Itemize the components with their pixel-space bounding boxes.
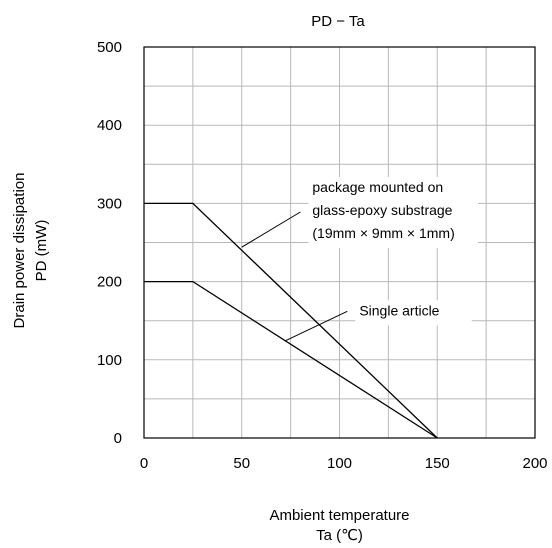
annotation-text: Single article [359,302,439,318]
x-tick-label: 0 [140,455,148,472]
x-axis-label: Ambient temperature Ta (℃) [269,507,409,544]
annotation-leader-line [241,211,301,248]
series-layer [144,202,438,439]
annotation-background [355,300,472,326]
tick-labels: 0 50 100 150 200 0 100 200 300 400 500 [97,39,548,472]
chart-title: PD − Ta [311,13,365,30]
y-axis-label-line: Drain power dissipation [11,173,28,329]
x-axis-label-line: Ta (℃) [316,527,363,544]
series-line [144,202,438,439]
y-axis-label-line: PD (mW) [33,220,50,282]
y-tick-label: 100 [97,352,122,369]
x-tick-label: 200 [522,455,547,472]
annotation-layer: package mounted on glass-epoxy substrage (… [241,177,478,342]
x-tick-label: 100 [327,455,352,472]
annotation-text: (19mm × 9mm × 1mm) [312,225,454,241]
y-tick-label: 200 [97,274,122,291]
y-axis-label: Drain power dissipation PD (mW) [11,173,50,329]
y-tick-label: 400 [97,117,122,134]
x-tick-label: 150 [425,455,450,472]
x-tick-label: 50 [233,455,250,472]
annotation-text: glass-epoxy substrage [312,202,452,218]
y-tick-label: 500 [97,39,122,56]
annotation-leader-line [284,310,348,342]
series-line [144,280,438,439]
y-tick-label: 300 [97,195,122,212]
y-tick-label: 0 [114,430,122,447]
annotation-text: package mounted on [312,179,443,195]
annotation-background [308,177,478,249]
x-axis-label-line: Ambient temperature [269,507,409,524]
plot-frame [143,46,536,439]
